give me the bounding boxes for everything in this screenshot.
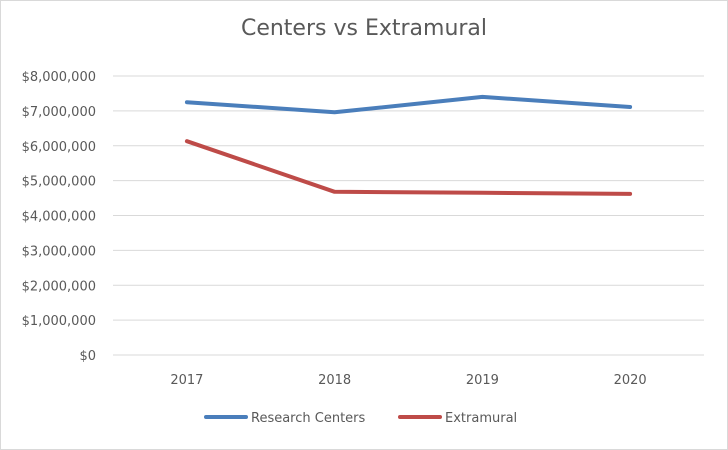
x-tick-label: 2019 xyxy=(466,373,499,388)
y-tick-label: $5,000,000 xyxy=(22,175,96,190)
x-tick-label: 2020 xyxy=(614,373,647,388)
y-tick-label: $1,000,000 xyxy=(22,314,96,329)
legend: Research Centers Extramural xyxy=(204,411,517,426)
y-tick-label: $0 xyxy=(79,349,96,364)
x-tick-label: 2017 xyxy=(170,373,203,388)
y-tick-label: $7,000,000 xyxy=(22,105,96,120)
series-lines xyxy=(184,94,633,196)
y-tick-label: $8,000,000 xyxy=(22,70,96,85)
x-tick-label: 2018 xyxy=(318,373,351,388)
series-line xyxy=(184,139,633,196)
chart-title: Centers vs Extramural xyxy=(240,16,488,41)
series-line xyxy=(184,94,633,115)
y-tick-label: $2,000,000 xyxy=(22,279,96,294)
y-tick-label: $6,000,000 xyxy=(22,140,96,155)
gridlines xyxy=(113,75,704,356)
legend-label: Extramural xyxy=(445,411,517,426)
legend-label: Research Centers xyxy=(251,411,366,426)
y-axis-tick-labels: $0 $1,000,000 $2,000,000 $3,000,000 $4,000,0… xyxy=(22,70,96,364)
y-tick-label: $3,000,000 xyxy=(22,244,96,259)
y-tick-label: $4,000,000 xyxy=(22,210,96,225)
x-axis-tick-labels: 2017 2018 2019 2020 xyxy=(170,373,646,388)
